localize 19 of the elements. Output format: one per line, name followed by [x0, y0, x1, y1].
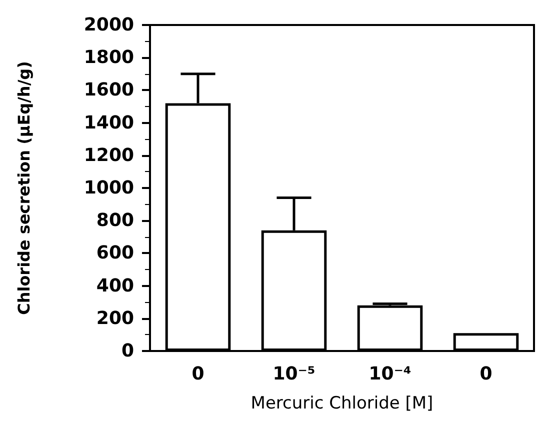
y-axis-title: Chloride secretion (µEq/h/g) [14, 61, 34, 315]
x-tick-label: 0 [192, 364, 204, 384]
y-tick-label: 200 [96, 308, 134, 329]
y-tick-label: 600 [96, 242, 134, 264]
y-tick-label: 800 [96, 210, 134, 232]
x-tick-label: 10⁻⁵ [272, 364, 316, 384]
y-tick-label: 400 [96, 275, 134, 296]
y-tick-label: 1200 [84, 144, 134, 166]
x-tick-label: 10⁻⁴ [368, 364, 412, 384]
y-tick-label: 2000 [84, 14, 134, 36]
x-axis-title: Mercuric Chloride [M] [250, 394, 434, 414]
y-tick-label: 1000 [84, 178, 134, 198]
y-tick-label: 0 [121, 340, 134, 362]
bar [453, 333, 519, 351]
bar [357, 305, 423, 351]
x-tick-label: 0 [480, 364, 492, 384]
y-tick-label: 1800 [84, 47, 134, 68]
y-tick-label: 1400 [84, 112, 134, 134]
y-tick-label: 1600 [84, 80, 134, 101]
